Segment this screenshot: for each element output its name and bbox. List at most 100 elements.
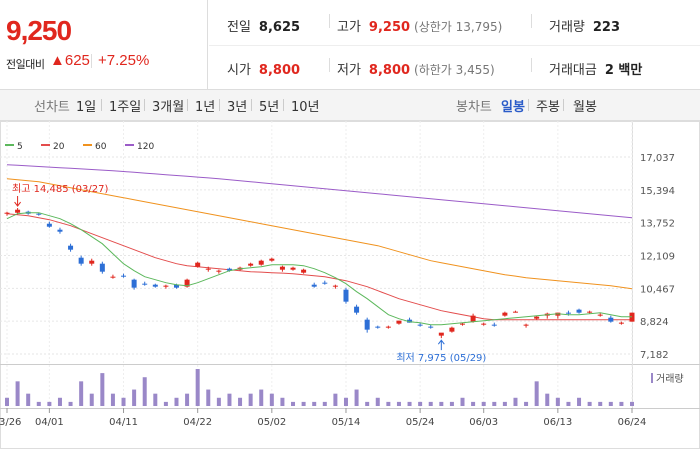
divider (251, 99, 252, 111)
candle-body (142, 283, 148, 285)
volume-bar (333, 393, 338, 406)
divider (101, 99, 102, 111)
candle-body (78, 257, 84, 264)
period-1d[interactable]: 1일 (76, 100, 97, 115)
candle-body (332, 285, 338, 287)
volume-bar (121, 397, 126, 406)
candle-body (343, 289, 349, 302)
y-tick-label: 8,824 (640, 317, 669, 328)
prev-close: 전일 8,625 (227, 20, 301, 35)
period-3y[interactable]: 3년 (227, 100, 248, 115)
volume-bar (206, 389, 211, 406)
divider (187, 99, 188, 111)
volume-bar (227, 393, 232, 406)
x-tick-label: 05/14 (332, 417, 361, 428)
period-1w[interactable]: 1주일 (109, 100, 142, 115)
candle-body (4, 212, 10, 214)
candle-body (279, 266, 285, 270)
candle-weekly[interactable]: 주봉 (536, 100, 560, 115)
volume-bar (26, 393, 31, 406)
volume-bar (89, 393, 94, 406)
legend-label: 120 (137, 142, 154, 152)
candle-body (46, 223, 52, 227)
volume-bar (259, 389, 264, 406)
ma20-line (6, 213, 632, 321)
candle-body (481, 323, 487, 325)
legend-label: 20 (53, 142, 65, 152)
candle-body (449, 327, 455, 332)
volume-bar (47, 401, 52, 406)
y-tick-label: 17,037 (640, 153, 675, 164)
volume-bar (375, 397, 380, 406)
y-tick-label: 15,394 (640, 186, 675, 197)
candle-body (131, 279, 137, 288)
divider (219, 99, 220, 111)
candle-body (173, 284, 179, 288)
candle-body (89, 260, 95, 264)
ma120-line (6, 164, 633, 219)
candle-body (68, 245, 74, 250)
volume-bar (619, 401, 624, 406)
stock-chart[interactable]: 17,037 15,394 13,752 12,109 10,467 8,824 7,182… (0, 121, 700, 450)
candle-body (407, 319, 413, 323)
volume-bar (460, 397, 465, 406)
volume-bar (142, 377, 147, 406)
volume-bar (418, 401, 423, 406)
candle-body (428, 326, 434, 328)
volume-bar (481, 401, 486, 406)
divider (531, 58, 532, 72)
volume-stat: 거래량 223 (549, 20, 621, 35)
candle-body (36, 213, 42, 215)
volume-bar (555, 397, 560, 406)
candle-body (121, 275, 127, 277)
candle-body (587, 311, 593, 313)
volume-bar (513, 397, 518, 406)
volume-bar (57, 397, 62, 406)
candle-daily[interactable]: 일봉 (501, 100, 525, 115)
candle-chart-label: 봉차트 (456, 100, 492, 115)
candle-body (216, 270, 222, 272)
candle-body (385, 326, 391, 328)
divider (531, 14, 532, 28)
period-5y[interactable]: 5년 (259, 100, 280, 115)
line-chart-label: 선차트 (34, 100, 70, 115)
quote-header: 9,250 전일대비 ▲625 +7.25% 전일 8,625 고가 9,250 (상… (0, 0, 700, 90)
volume-bar (312, 401, 317, 406)
x-tick-label: 04/22 (183, 417, 212, 428)
volume-bar (248, 393, 253, 406)
volume-bar (524, 401, 529, 406)
x-tick-label: 04/01 (35, 417, 64, 428)
volume-bar (36, 401, 41, 406)
divider (329, 14, 330, 28)
volume-bar (174, 397, 179, 406)
divider (283, 99, 284, 111)
volume-bar (291, 401, 296, 406)
candle-body (597, 314, 603, 316)
volume-bar (343, 397, 348, 406)
candle-body (470, 315, 476, 322)
period-10y[interactable]: 10년 (291, 100, 320, 115)
volume-bar (110, 393, 115, 406)
volume-bar (630, 401, 634, 406)
max-price-label: 최고 14,485 (03/27) (12, 183, 108, 195)
x-tick-label: 05/24 (406, 417, 435, 428)
candle-body (269, 258, 275, 261)
period-1y[interactable]: 1년 (195, 100, 216, 115)
y-tick-label: 12,109 (640, 252, 675, 263)
period-3m[interactable]: 3개월 (152, 100, 185, 115)
candle-body (512, 311, 518, 313)
high-price: 고가 9,250 (상한가 13,795) (337, 20, 503, 35)
volume-bar (79, 381, 84, 406)
candle-monthly[interactable]: 월봉 (573, 100, 597, 115)
candle-body (375, 326, 381, 328)
divider (144, 99, 145, 111)
volume-label: 거래량 (656, 373, 684, 385)
volume-bar (598, 401, 603, 406)
volume-bar (608, 401, 613, 406)
candle-body (226, 268, 232, 271)
volume-bar (216, 397, 221, 406)
candle-body (565, 312, 571, 314)
volume-bar (15, 381, 20, 406)
volume-bar (492, 401, 497, 406)
volume-bar (534, 381, 539, 406)
